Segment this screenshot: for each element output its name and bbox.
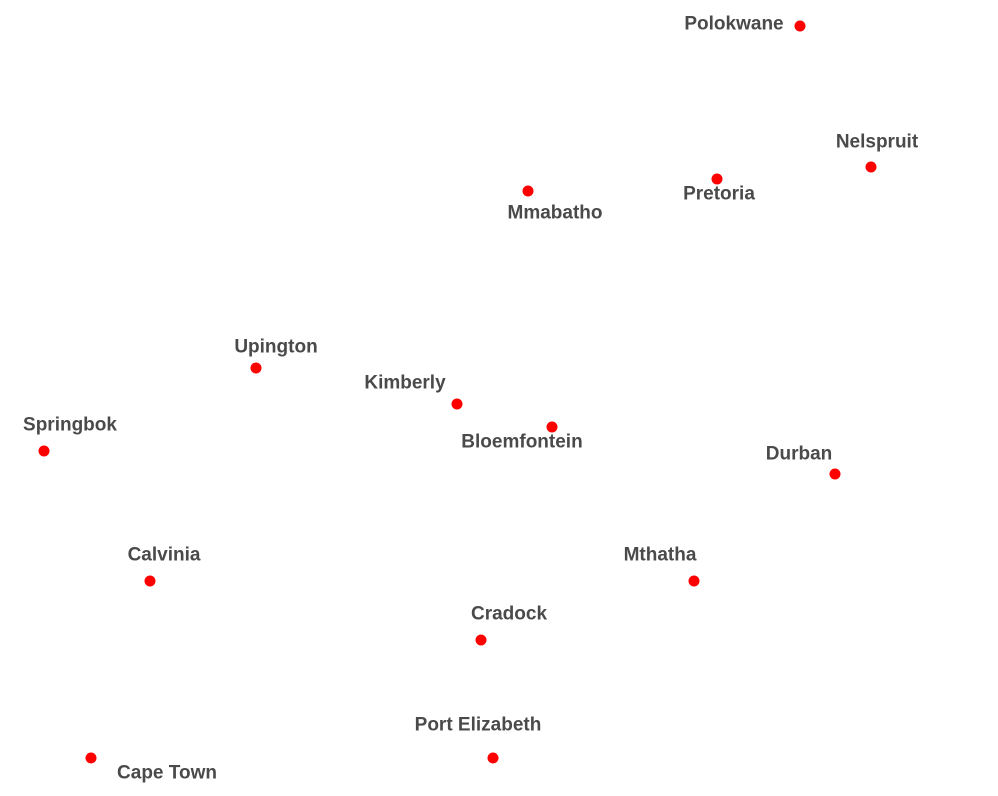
city-marker-calvinia[interactable]: [144, 575, 156, 587]
city-marker-nelspruit[interactable]: [865, 161, 877, 173]
city-marker-port-elizabeth[interactable]: [487, 752, 499, 764]
city-marker-cradock[interactable]: [475, 634, 487, 646]
city-marker-upington[interactable]: [250, 362, 262, 374]
city-label-nelspruit: Nelspruit: [835, 131, 919, 153]
city-label-durban: Durban: [765, 443, 833, 465]
city-label-upington: Upington: [234, 336, 318, 358]
city-marker-bloemfontein[interactable]: [546, 421, 558, 433]
city-label-mmabatho: Mmabatho: [507, 202, 603, 224]
city-label-pretoria: Pretoria: [683, 183, 755, 205]
city-label-kimberly: Kimberly: [364, 372, 446, 394]
city-label-mthatha: Mthatha: [623, 544, 697, 566]
city-label-polokwane: Polokwane: [684, 13, 784, 35]
city-label-bloemfontein: Bloemfontein: [461, 431, 583, 453]
city-marker-polokwane[interactable]: [794, 20, 806, 32]
city-label-calvinia: Calvinia: [127, 544, 201, 566]
city-marker-pretoria[interactable]: [711, 173, 723, 185]
city-label-cradock: Cradock: [470, 603, 548, 625]
city-marker-mmabatho[interactable]: [522, 185, 534, 197]
city-marker-mthatha[interactable]: [688, 575, 700, 587]
city-label-port-elizabeth: Port Elizabeth: [414, 714, 542, 736]
city-label-cape-town: Cape Town: [117, 762, 217, 784]
city-label-springbok: Springbok: [23, 414, 117, 436]
city-marker-kimberly[interactable]: [451, 398, 463, 410]
city-marker-durban[interactable]: [829, 468, 841, 480]
city-marker-springbok[interactable]: [38, 445, 50, 457]
city-marker-cape-town[interactable]: [85, 752, 97, 764]
